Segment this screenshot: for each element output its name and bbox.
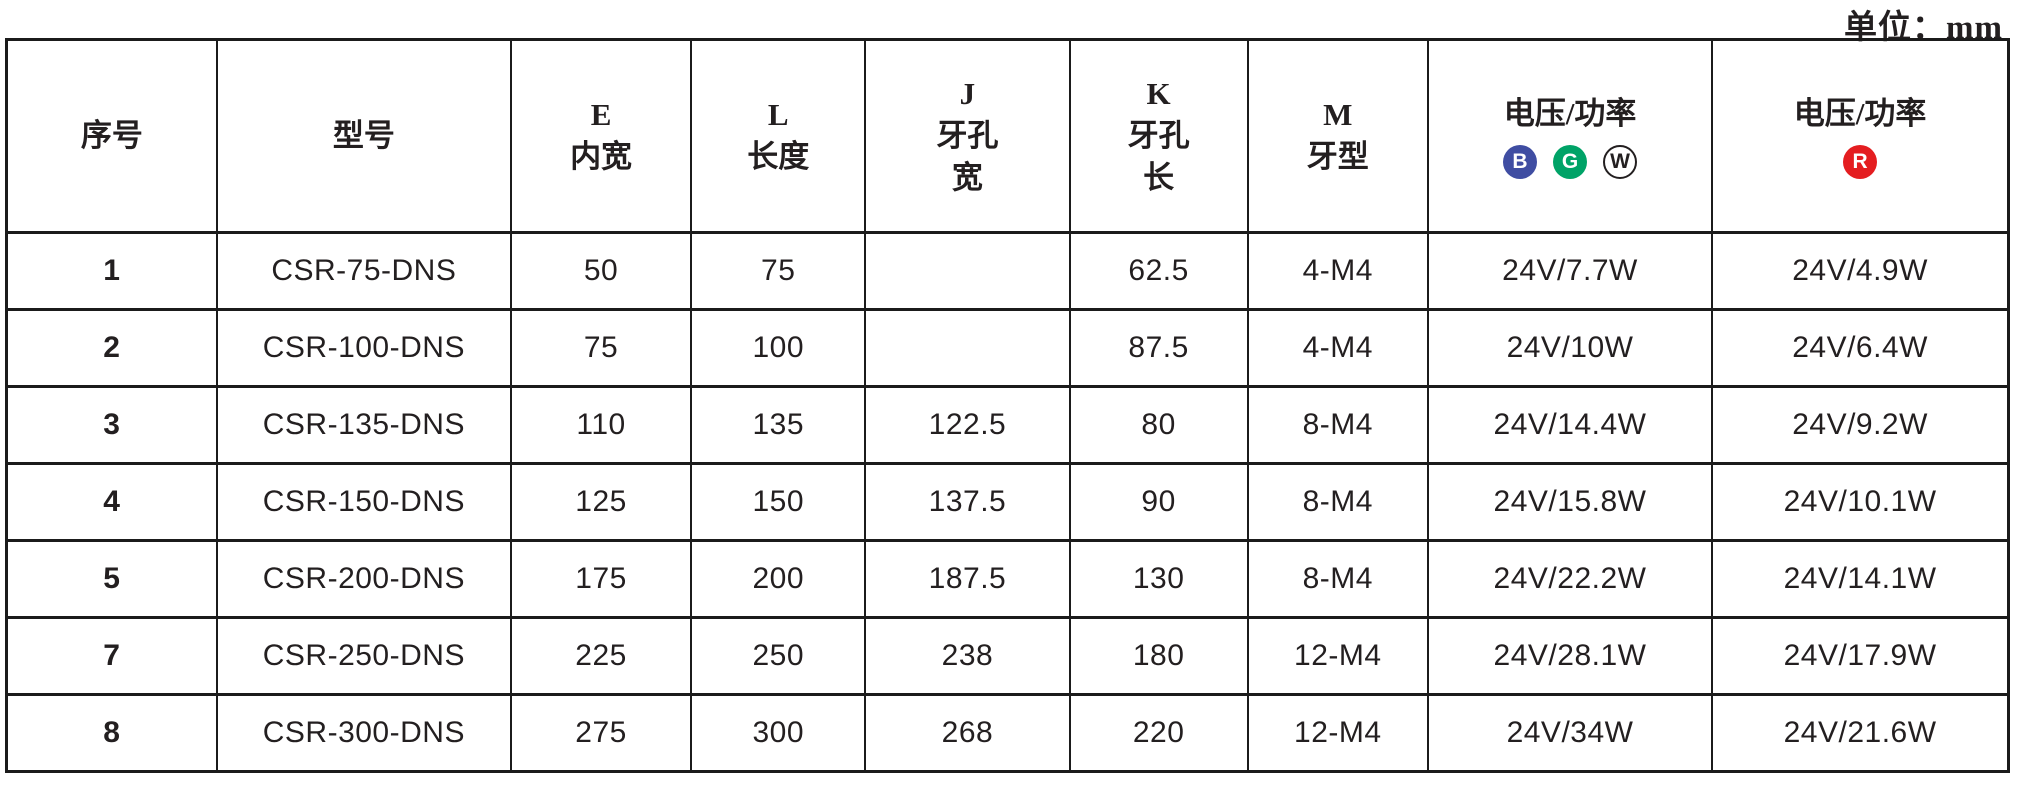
header-e-width: E 内宽 [509, 38, 693, 234]
cell-index: 2 [5, 308, 218, 388]
table-row: 3 CSR-135-DNS 110 135 122.5 80 8-M4 24V/14.4W 24… [5, 385, 2010, 465]
cell-l_length: 250 [690, 616, 867, 696]
cell-index: 3 [5, 385, 218, 465]
table-row: 4 CSR-150-DNS 125 150 137.5 90 8-M4 24V/15.8W 24… [5, 462, 2010, 542]
cell-index: 1 [5, 231, 218, 311]
cell-l_length: 150 [690, 462, 867, 542]
header-k-length: K 牙孔 长 [1068, 38, 1249, 234]
cell-power_bgw: 24V/28.1W [1426, 616, 1714, 696]
color-badges-r: R [1843, 144, 1878, 179]
cell-k_length: 220 [1068, 693, 1249, 773]
cell-power_bgw: 24V/22.2W [1426, 539, 1714, 619]
header-l-length: L 长度 [690, 38, 867, 234]
cell-l_length: 100 [690, 308, 867, 388]
header-model: 型号 [215, 38, 512, 234]
table-row: 1 CSR-75-DNS 50 75 62.5 4-M4 24V/7.7W 24V/4.9W [5, 231, 2010, 311]
cell-e_width: 275 [509, 693, 693, 773]
cell-power_r: 24V/21.6W [1711, 693, 2010, 773]
cell-e_width: 75 [509, 308, 693, 388]
cell-j_width: 137.5 [864, 462, 1071, 542]
cell-k_length: 180 [1068, 616, 1249, 696]
cell-index: 7 [5, 616, 218, 696]
green-color-badge-icon: G [1553, 144, 1588, 179]
cell-power_r: 24V/4.9W [1711, 231, 2010, 311]
table-row: 5 CSR-200-DNS 175 200 187.5 130 8-M4 24V/22.2W 2… [5, 539, 2010, 619]
cell-model: CSR-75-DNS [215, 231, 512, 311]
cell-model: CSR-135-DNS [215, 385, 512, 465]
cell-model: CSR-150-DNS [215, 462, 512, 542]
cell-model: CSR-300-DNS [215, 693, 512, 773]
cell-power_r: 24V/10.1W [1711, 462, 2010, 542]
cell-j_width: 122.5 [864, 385, 1071, 465]
cell-k_length: 87.5 [1068, 308, 1249, 388]
cell-model: CSR-100-DNS [215, 308, 512, 388]
cell-power_bgw: 24V/14.4W [1426, 385, 1714, 465]
cell-m_type: 8-M4 [1246, 462, 1429, 542]
table-row: 2 CSR-100-DNS 75 100 87.5 4-M4 24V/10W 24V/6.4W [5, 308, 2010, 388]
cell-k_length: 90 [1068, 462, 1249, 542]
cell-model: CSR-250-DNS [215, 616, 512, 696]
cell-e_width: 225 [509, 616, 693, 696]
cell-index: 8 [5, 693, 218, 773]
cell-m_type: 4-M4 [1246, 231, 1429, 311]
header-power-r: 电压/功率 R [1711, 38, 2010, 234]
header-j-width: J 牙孔 宽 [864, 38, 1071, 234]
cell-l_length: 200 [690, 539, 867, 619]
cell-m_type: 8-M4 [1246, 385, 1429, 465]
cell-power_bgw: 24V/7.7W [1426, 231, 1714, 311]
header-index: 序号 [5, 38, 218, 234]
table-row: 7 CSR-250-DNS 225 250 238 180 12-M4 24V/28.1W 24… [5, 616, 2010, 696]
blue-color-badge-icon: B [1503, 144, 1538, 179]
cell-power_r: 24V/9.2W [1711, 385, 2010, 465]
white-color-badge-icon: W [1603, 144, 1638, 179]
cell-m_type: 12-M4 [1246, 616, 1429, 696]
cell-e_width: 125 [509, 462, 693, 542]
cell-k_length: 130 [1068, 539, 1249, 619]
cell-power_r: 24V/17.9W [1711, 616, 2010, 696]
cell-m_type: 8-M4 [1246, 539, 1429, 619]
cell-index: 5 [5, 539, 218, 619]
header-power-bgw: 电压/功率 B G W [1426, 38, 1714, 234]
cell-j_width: 238 [864, 616, 1071, 696]
cell-k_length: 80 [1068, 385, 1249, 465]
red-color-badge-icon: R [1843, 144, 1878, 179]
cell-power_bgw: 24V/34W [1426, 693, 1714, 773]
cell-m_type: 4-M4 [1246, 308, 1429, 388]
header-power-r-label: 电压/功率 [1793, 96, 1927, 132]
cell-l_length: 75 [690, 231, 867, 311]
cell-power_r: 24V/14.1W [1711, 539, 2010, 619]
header-m-type: M 牙型 [1246, 38, 1429, 234]
header-row: 序号 型号 E 内宽 L 长度 J 牙孔 宽 K 牙孔 长 M 牙型 电压/功率… [5, 38, 2010, 234]
cell-power_bgw: 24V/10W [1426, 308, 1714, 388]
cell-j_width: 268 [864, 693, 1071, 773]
cell-e_width: 110 [509, 385, 693, 465]
cell-power_r: 24V/6.4W [1711, 308, 2010, 388]
cell-index: 4 [5, 462, 218, 542]
cell-l_length: 135 [690, 385, 867, 465]
cell-k_length: 62.5 [1068, 231, 1249, 311]
table-body: 1 CSR-75-DNS 50 75 62.5 4-M4 24V/7.7W 24V/4.9W 2… [5, 231, 2010, 773]
cell-e_width: 175 [509, 539, 693, 619]
table-row: 8 CSR-300-DNS 275 300 268 220 12-M4 24V/34W 24V/… [5, 693, 2010, 773]
header-power-bgw-label: 电压/功率 [1503, 96, 1637, 132]
cell-model: CSR-200-DNS [215, 539, 512, 619]
cell-j_width [864, 231, 1071, 311]
color-badges-bgw: B G W [1503, 144, 1638, 179]
table-header: 序号 型号 E 内宽 L 长度 J 牙孔 宽 K 牙孔 长 M 牙型 电压/功率… [5, 38, 2010, 234]
cell-e_width: 50 [509, 231, 693, 311]
cell-j_width [864, 308, 1071, 388]
cell-power_bgw: 24V/15.8W [1426, 462, 1714, 542]
cell-j_width: 187.5 [864, 539, 1071, 619]
cell-m_type: 12-M4 [1246, 693, 1429, 773]
spec-table: 序号 型号 E 内宽 L 长度 J 牙孔 宽 K 牙孔 长 M 牙型 电压/功率… [5, 38, 2010, 773]
cell-l_length: 300 [690, 693, 867, 773]
